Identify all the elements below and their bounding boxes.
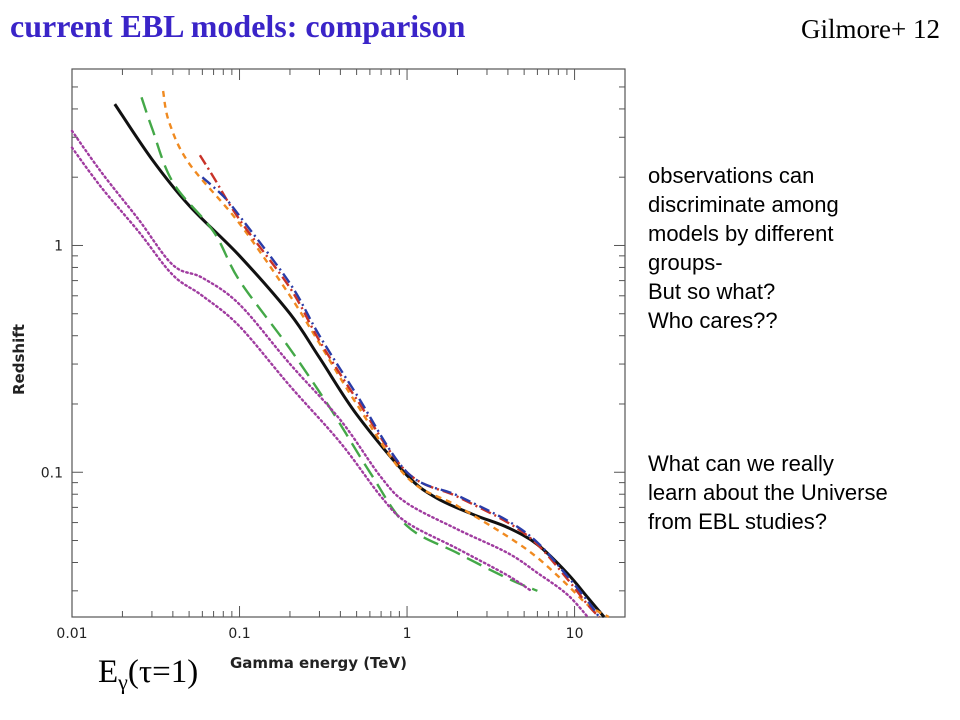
series-line-5-dotted [70, 129, 589, 619]
y-axis-label: Redshift [10, 324, 28, 395]
series-line-4-dash-dot [201, 176, 601, 618]
slide-title: current EBL models: comparison [10, 8, 466, 44]
series-line-2-short-dash [161, 90, 610, 619]
x-axis-label: Gamma energy (TeV) [230, 654, 407, 672]
note-line: But so what? [648, 279, 776, 304]
note-line: What can we really [648, 451, 834, 476]
note-line: from EBL studies? [648, 509, 827, 534]
axis-ticks [71, 68, 626, 617]
note-line: groups- [648, 250, 723, 275]
series-line-0-solid [113, 103, 606, 618]
series-line-3-dash-dot [198, 154, 600, 618]
energy-symbol: E [98, 654, 119, 690]
note-line: Who cares?? [648, 308, 778, 333]
notes-top: observations can discriminate among mode… [648, 161, 960, 335]
note-line: models by different [648, 221, 834, 246]
y-tick-label: 1 [54, 238, 63, 254]
note-line: learn about the Universe [648, 480, 888, 505]
series-line-1-long-dash [140, 96, 538, 592]
energy-label: Eγ(τ=1) [98, 654, 198, 696]
plot-frame [71, 68, 626, 618]
notes-bottom: What can we really learn about the Unive… [648, 449, 960, 536]
tick-labels: 0.01 0.1 1 10 0.1 1 [41, 238, 584, 642]
x-tick-label: 0.1 [228, 626, 250, 642]
x-tick-label: 0.01 [56, 626, 87, 642]
slide-credit: Gilmore+ 12 [801, 14, 940, 44]
x-tick-label: 10 [566, 626, 584, 642]
energy-subscript: γ [118, 669, 128, 695]
x-tick-label: 1 [403, 626, 412, 642]
y-tick-label: 0.1 [41, 465, 63, 481]
series-line-6-dotted [70, 146, 533, 592]
energy-paren: (τ=1) [127, 654, 199, 690]
chart-series [70, 90, 610, 619]
note-line: discriminate among [648, 192, 839, 217]
note-line: observations can [648, 163, 815, 188]
